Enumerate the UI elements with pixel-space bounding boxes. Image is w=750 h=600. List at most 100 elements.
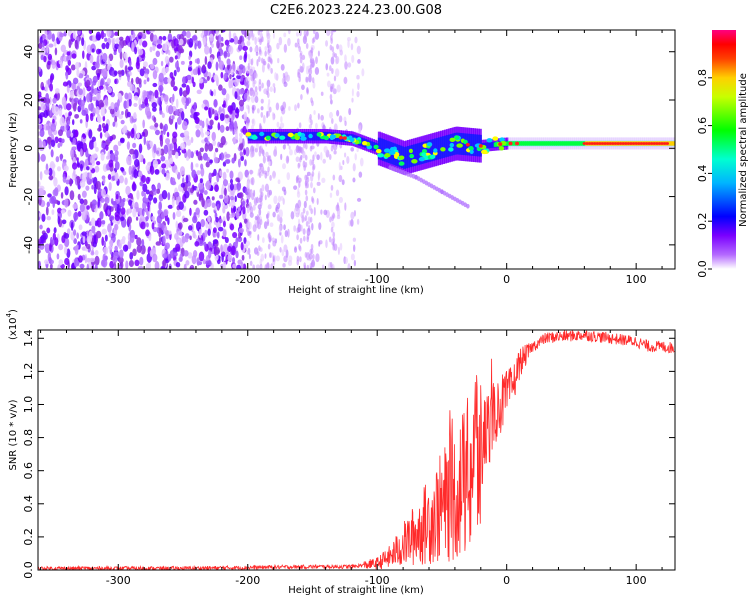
spectrogram-noise-blob	[134, 234, 138, 240]
spectrogram-noise-blob	[274, 145, 277, 155]
spectrogram-noise-blob	[294, 42, 298, 48]
spectrogram-noise-blob	[169, 157, 174, 165]
spectrogram-noise-blob	[264, 172, 268, 179]
spectrogram-peak-blob	[498, 146, 505, 151]
spectrogram-streak	[312, 253, 315, 260]
spectrogram-noise-blob	[81, 210, 87, 221]
spectrogram-noise-blob	[114, 121, 118, 128]
spectrogram-noise-blob	[94, 249, 99, 256]
spectrogram-noise-blob	[339, 242, 343, 251]
spectrogram-noise-blob	[127, 66, 133, 71]
spectrogram-noise-blob	[301, 62, 305, 71]
spectrogram-noise-blob	[354, 36, 358, 44]
spectrogram-streak	[300, 94, 303, 101]
spectrogram-noise-blob	[53, 227, 57, 234]
spectrogram-noise-blob	[361, 68, 365, 77]
spectrogram-noise-blob	[86, 85, 92, 92]
spectrogram-noise-blob	[209, 46, 212, 55]
spectrogram-streak	[299, 237, 303, 244]
spectrogram-noise-blob	[86, 257, 91, 263]
spectrogram-streak	[299, 146, 302, 153]
spectrogram-xtick-label: 100	[626, 273, 647, 286]
spectrogram-noise-blob	[246, 250, 250, 255]
spectrogram-peak-blob	[377, 153, 384, 158]
spectrogram-noise-blob	[100, 30, 105, 40]
spectrogram-noise-blob	[205, 260, 211, 266]
spectrogram-streak	[296, 234, 299, 241]
spectrogram-noise-blob	[242, 45, 248, 51]
spectrogram-noise-blob	[203, 30, 209, 37]
spectrogram-noise-blob	[317, 113, 320, 120]
spectrogram-noise-blob	[320, 114, 324, 121]
spectrogram-noise-blob	[135, 216, 139, 221]
spectrogram-noise-blob	[99, 132, 103, 139]
spectrogram-band-peak	[542, 141, 546, 146]
spectrogram-noise-blob	[206, 75, 210, 81]
spectrogram-streak	[257, 30, 261, 36]
spectrogram-noise-blob	[66, 122, 69, 131]
spectrogram-noise-blob	[141, 174, 146, 184]
spectrogram-noise-blob	[200, 132, 205, 138]
spectrogram-noise-blob	[273, 86, 276, 94]
spectrogram-noise-blob	[315, 56, 318, 65]
spectrogram-noise-blob	[82, 87, 86, 97]
spectrogram-noise-blob	[105, 144, 109, 151]
spectrogram-streak	[306, 264, 310, 269]
spectrogram-noise-blob	[257, 234, 260, 241]
spectrogram-streak	[258, 78, 262, 85]
spectrogram-marks	[38, 30, 675, 269]
spectrogram-noise-blob	[117, 92, 122, 98]
spectrogram-noise-blob	[249, 230, 252, 235]
spectrogram-noise-blob	[347, 263, 351, 269]
spectrogram-streak	[259, 39, 262, 46]
spectrogram-noise-blob	[249, 169, 254, 175]
spectrogram-noise-blob	[252, 224, 257, 233]
spectrogram-streak	[331, 118, 334, 125]
spectrogram-noise-blob	[132, 207, 137, 218]
spectrogram-noise-blob	[325, 239, 328, 249]
spectrogram-noise-blob	[204, 131, 210, 136]
spectrogram-noise-blob	[154, 169, 160, 175]
spectrogram-streak	[311, 261, 314, 268]
spectrogram-streak	[310, 47, 314, 54]
spectrogram-noise-blob	[262, 114, 266, 124]
spectrogram-hotspot	[626, 142, 631, 145]
colorbar-tick-label: 0.2	[696, 212, 709, 230]
spectrogram-noise-blob	[93, 141, 97, 149]
spectrogram-streak	[268, 252, 272, 259]
spectrogram-noise-blob	[122, 197, 126, 203]
spectrogram-band-peak	[540, 141, 544, 146]
snr-ytick-label: 0.0	[22, 561, 35, 579]
spectrogram-noise-blob	[220, 71, 224, 79]
spectrogram-band-peak	[553, 141, 557, 146]
spectrogram-noise-blob	[76, 175, 80, 186]
spectrogram-noise-blob	[57, 129, 64, 137]
spectrogram-noise-blob	[128, 98, 132, 107]
spectrogram-noise-blob	[58, 259, 64, 266]
spectrogram-noise-blob	[272, 240, 277, 247]
spectrogram-noise-blob	[280, 63, 285, 71]
spectrogram-streak	[259, 187, 263, 194]
spectrogram-noise-blob	[209, 119, 214, 126]
spectrogram-noise-blob	[336, 109, 340, 117]
spectrogram-noise-blob	[113, 144, 119, 152]
spectrogram-noise-blob	[116, 204, 122, 214]
spectrogram-noise-blob	[188, 225, 193, 231]
spectrogram-noise-blob	[54, 187, 59, 197]
spectrogram-noise-blob	[264, 253, 267, 259]
spectrogram-band-core	[259, 131, 263, 141]
spectrogram-streak	[332, 236, 336, 243]
snr-multiplier: (x104)	[5, 309, 19, 340]
spectrogram-noise-blob	[120, 261, 124, 269]
spectrogram-noise-blob	[176, 116, 182, 125]
spectrogram-noise-blob	[38, 239, 41, 245]
spectrogram-ytick-label: -40	[22, 236, 35, 254]
spectrogram-noise-blob	[200, 163, 204, 170]
spectrogram-noise-blob	[246, 96, 251, 103]
spectrogram-noise-blob	[278, 209, 283, 218]
spectrogram-streak	[309, 114, 312, 121]
spectrogram-noise-blob	[252, 89, 255, 98]
spectrogram-noise-blob	[344, 61, 348, 70]
spectrogram-band-core	[313, 131, 317, 141]
spectrogram-band-peak	[575, 141, 579, 146]
